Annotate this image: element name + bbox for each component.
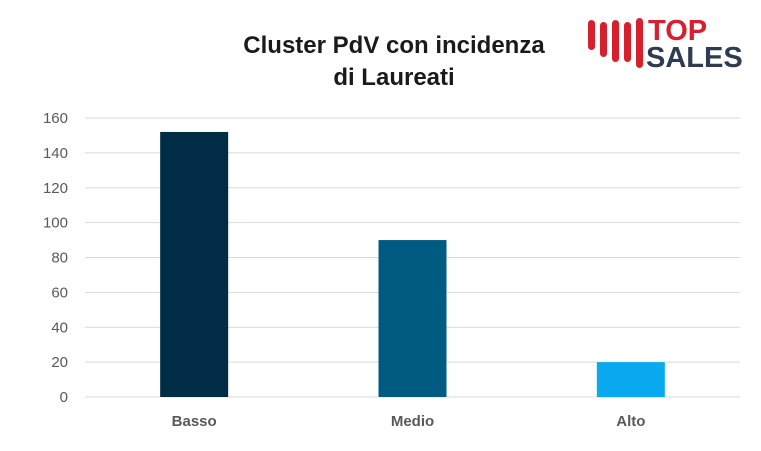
x-category-label: Basso (172, 413, 217, 430)
logo-text-top: TOP (648, 15, 707, 47)
bar-medio (378, 240, 447, 397)
bars (160, 131, 665, 397)
bar-basso (160, 131, 229, 397)
bar-alto (596, 362, 665, 397)
y-tick-label: 20 (51, 354, 68, 371)
top-sales-logo: TOP SALES (588, 15, 743, 74)
x-axis-category-labels: Basso Medio Alto (172, 413, 646, 430)
y-axis-tick-labels: 0 20 40 60 80 100 120 140 160 (43, 110, 68, 406)
y-tick-label: 140 (43, 145, 68, 162)
y-tick-label: 0 (60, 389, 68, 406)
chart-title-line-2: di Laureati (333, 64, 454, 91)
y-tick-label: 120 (43, 180, 68, 197)
y-tick-label: 60 (51, 284, 68, 301)
x-category-label: Alto (616, 413, 645, 430)
y-tick-label: 40 (51, 319, 68, 336)
y-tick-label: 100 (43, 215, 68, 232)
y-tick-label: 80 (51, 250, 68, 267)
logo-bars-icon (588, 18, 643, 68)
chart-title-line-1: Cluster PdV con incidenza (243, 32, 545, 59)
logo-text-sales: SALES (646, 42, 743, 74)
y-tick-label: 160 (43, 110, 68, 127)
x-category-label: Medio (391, 413, 434, 430)
